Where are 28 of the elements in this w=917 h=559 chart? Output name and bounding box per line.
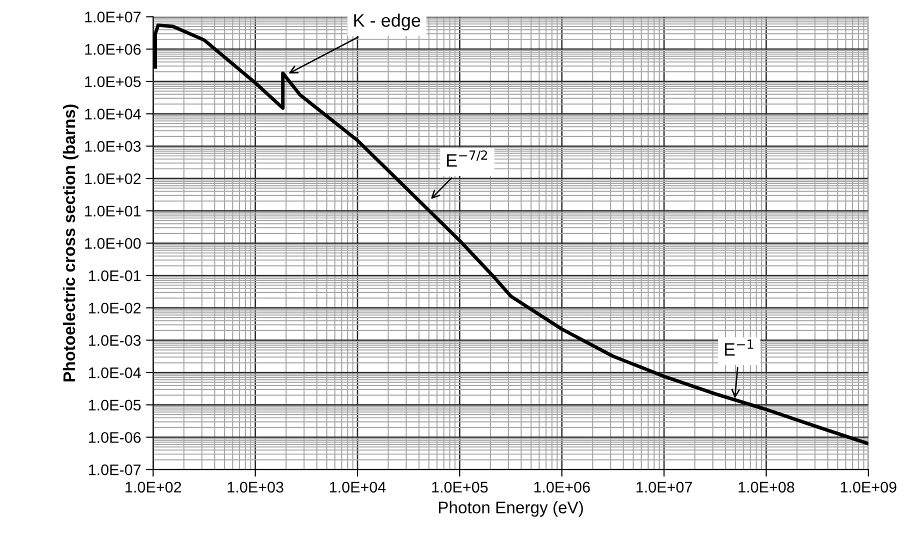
y-tick-label: 1.0E+04 (85, 108, 141, 120)
x-axis-title: Photon Energy (eV) (438, 501, 583, 517)
x-tick-label: 1.0E+04 (330, 482, 386, 493)
y-tick-label: 1.0E+05 (85, 76, 141, 88)
x-tick-label: 1.0E+06 (534, 482, 590, 493)
y-tick-label: 1.0E-07 (88, 464, 141, 476)
annotation: E$^{−1}$ (724, 340, 754, 356)
y-tick-label: 1.0E+03 (85, 141, 141, 152)
x-tick-label: 1.0E+08 (738, 482, 794, 493)
y-tick-label: 1.0E-05 (88, 400, 141, 411)
y-axis-title: Photoelectric cross section (barns) (62, 104, 78, 382)
y-tick-label: 1.0E+00 (85, 238, 141, 249)
x-tick-label: 1.0E+02 (126, 482, 182, 493)
y-tick-label: 1.0E+01 (85, 206, 141, 217)
y-tick-label: 1.0E-04 (88, 367, 141, 378)
y-tick-label: 1.0E-03 (88, 335, 141, 346)
y-tick-label: 1.0E-01 (88, 270, 141, 282)
x-tick-label: 1.0E+09 (840, 482, 896, 493)
y-tick-label: 1.0E+02 (85, 173, 141, 184)
x-tick-label: 1.0E+05 (432, 482, 488, 493)
x-tick-label: 1.0E+07 (636, 482, 692, 493)
y-tick-label: 1.0E-06 (88, 432, 141, 443)
y-tick-label: 1.0E+07 (85, 12, 141, 22)
annotation: E$^{−7/2}$ (447, 150, 488, 167)
y-tick-label: 1.0E-02 (88, 302, 141, 314)
x-tick-label: 1.0E+03 (228, 482, 284, 493)
annotation: K - edge (354, 14, 420, 30)
y-tick-label: 1.0E+06 (85, 44, 141, 55)
